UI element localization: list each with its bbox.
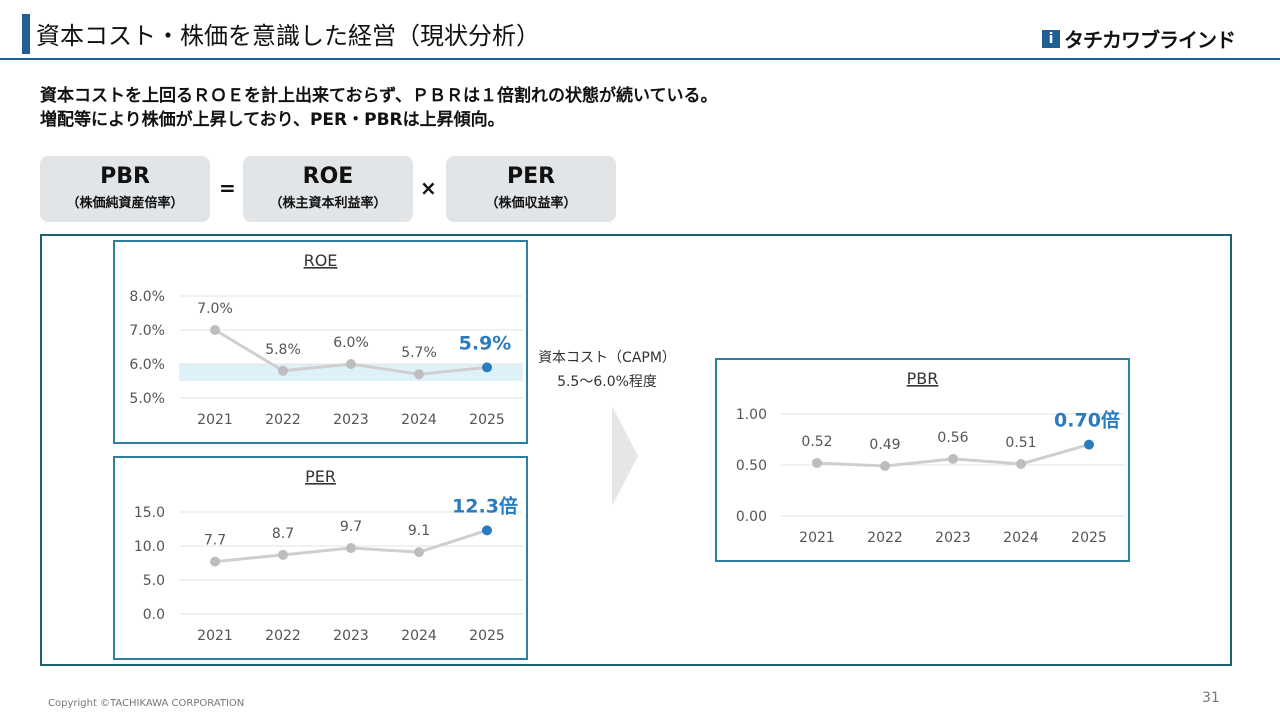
pbr-data-label: 0.49 — [869, 437, 900, 453]
formula-pbr-label: PBR — [100, 164, 150, 189]
roe-x-tick-label: 2024 — [401, 412, 437, 428]
lead-line-2: 増配等により株価が上昇しており、PER・PBRは上昇傾向。 — [40, 110, 505, 130]
formula-per-box: PER （株価収益率） — [446, 156, 616, 222]
roe-data-point — [414, 369, 424, 380]
capm-line-1: 資本コスト（CAPM） — [538, 350, 676, 366]
formula-pbr-sub: （株価純資産倍率） — [66, 196, 184, 211]
per-y-tick-label: 5.0 — [143, 573, 165, 589]
lead-line-1: 資本コストを上回るＲＯＥを計上出来ておらず、ＰＢＲは１倍割れの状態が続いている。 — [40, 86, 718, 106]
pbr-data-label: 0.51 — [1005, 435, 1036, 451]
formula-times: × — [420, 176, 437, 200]
pbr-x-tick-label: 2021 — [799, 530, 835, 546]
per-chart-panel: PER 0.0 5.0 10.0 15.0 7.7 2021 8.7 2022 9.7 2023 9.… — [113, 456, 528, 660]
capm-note: 資本コスト（CAPM） 5.5～6.0%程度 — [532, 346, 682, 394]
roe-data-label: 5.9% — [459, 332, 512, 354]
pbr-x-tick-label: 2022 — [867, 530, 903, 546]
roe-chart-title: ROE — [304, 251, 338, 270]
roe-data-label: 5.8% — [265, 342, 301, 358]
roe-x-tick-label: 2023 — [333, 412, 369, 428]
per-y-tick-label: 10.0 — [134, 539, 165, 555]
pbr-data-label: 0.70倍 — [1054, 409, 1120, 432]
title-accent-bar — [22, 14, 30, 54]
per-data-label: 9.1 — [408, 523, 430, 539]
roe-data-point — [278, 365, 288, 376]
pbr-data-label: 0.52 — [801, 434, 832, 450]
pbr-x-tick-label: 2023 — [935, 530, 971, 546]
roe-x-tick-label: 2022 — [265, 412, 301, 428]
per-y-tick-label: 0.0 — [143, 607, 165, 623]
per-x-tick-label: 2022 — [265, 628, 301, 644]
pbr-y-tick-label: 0.00 — [736, 509, 767, 525]
per-data-point — [414, 547, 424, 558]
formula-roe-label: ROE — [302, 164, 354, 189]
pbr-y-tick-label: 1.00 — [736, 407, 767, 423]
roe-y-tick-label: 8.0% — [129, 289, 165, 305]
per-data-point — [278, 549, 288, 560]
per-data-label: 7.7 — [204, 533, 226, 549]
pbr-data-point — [948, 453, 958, 464]
roe-chart-panel: ROE 5.0% 6.0% 7.0% 8.0% 7.0% 2021 5.8% 2022 6.0% 2… — [113, 240, 528, 444]
lead-text: 資本コストを上回るＲＯＥを計上出来ておらず、ＰＢＲは１倍割れの状態が続いている。… — [40, 84, 717, 132]
roe-y-tick-label: 5.0% — [129, 391, 165, 407]
pbr-x-tick-label: 2025 — [1071, 530, 1107, 546]
page-title: 資本コスト・株価を意識した経営（現状分析） — [36, 22, 540, 50]
page-number: 31 — [1202, 690, 1220, 706]
roe-data-label: 6.0% — [333, 335, 369, 351]
roe-data-point — [210, 325, 220, 335]
formula-roe-box: ROE （株主資本利益率） — [243, 156, 413, 222]
roe-capm-band — [179, 364, 523, 381]
roe-chart: ROE 5.0% 6.0% 7.0% 8.0% 7.0% 2021 5.8% 2022 6.0% 2… — [129, 251, 523, 428]
per-data-label: 9.7 — [340, 519, 362, 535]
per-data-point — [210, 556, 220, 567]
roe-y-tick-label: 6.0% — [129, 357, 165, 373]
company-logo: i タチカワブラインド — [1042, 24, 1236, 53]
formula-per-sub: （株価収益率） — [485, 196, 577, 211]
copyright: Copyright ©TACHIKAWA CORPORATION — [48, 698, 245, 709]
roe-x-tick-label: 2021 — [197, 412, 233, 428]
roe-data-label: 7.0% — [197, 301, 233, 317]
pbr-data-point — [1084, 439, 1094, 450]
pbr-data-label: 0.56 — [937, 430, 968, 446]
roe-data-point — [482, 362, 492, 373]
pbr-chart: PBR 0.00 0.50 1.00 0.52 2021 0.49 2022 0.56 2023 0… — [736, 369, 1125, 546]
per-x-tick-label: 2021 — [197, 628, 233, 644]
pbr-chart-title: PBR — [907, 369, 939, 388]
roe-y-tick-label: 7.0% — [129, 323, 165, 339]
analysis-frame — [40, 234, 1232, 666]
per-chart: PER 0.0 5.0 10.0 15.0 7.7 2021 8.7 2022 9.7 2023 9.… — [134, 467, 523, 644]
pbr-y-tick-label: 0.50 — [736, 458, 767, 474]
pbr-chart-panel: PBR 0.00 0.50 1.00 0.52 2021 0.49 2022 0.56 2023 0… — [715, 358, 1130, 562]
formula-roe-sub: （株主資本利益率） — [269, 196, 387, 211]
arrow-right-icon — [612, 406, 638, 506]
per-x-tick-label: 2023 — [333, 628, 369, 644]
pbr-data-point — [812, 457, 822, 468]
logo-text: タチカワブラインド — [1064, 28, 1236, 52]
logo-mark-icon: i — [1042, 29, 1060, 48]
per-data-point — [346, 543, 356, 554]
per-x-tick-label: 2024 — [401, 628, 437, 644]
formula-per-label: PER — [506, 164, 556, 189]
per-y-tick-label: 15.0 — [134, 505, 165, 521]
per-x-tick-label: 2025 — [469, 628, 505, 644]
header-divider — [0, 58, 1280, 60]
per-chart-title: PER — [305, 467, 336, 486]
roe-data-label: 5.7% — [401, 345, 437, 361]
pbr-x-tick-label: 2024 — [1003, 530, 1039, 546]
formula-equals: = — [219, 176, 236, 200]
roe-data-point — [346, 359, 356, 369]
pbr-data-point — [880, 461, 890, 472]
per-data-point — [482, 525, 492, 536]
formula-pbr-box: PBR （株価純資産倍率） — [40, 156, 210, 222]
per-data-label: 12.3倍 — [452, 494, 518, 517]
pbr-data-point — [1016, 458, 1026, 469]
capm-line-2: 5.5～6.0%程度 — [557, 374, 657, 390]
roe-x-tick-label: 2025 — [469, 412, 505, 428]
per-data-label: 8.7 — [272, 526, 294, 542]
